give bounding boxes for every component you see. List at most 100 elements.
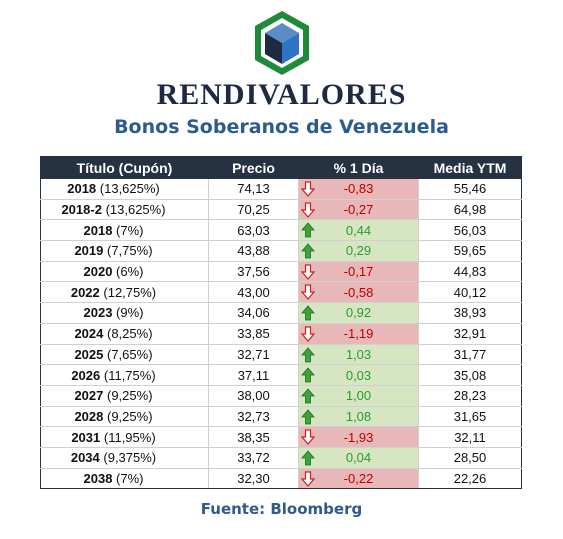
bond-title: 2028 (9,25%) [40, 406, 209, 428]
bond-change-value: 1,03 [345, 346, 372, 362]
rendivalores-logo [255, 11, 309, 75]
bond-ytm: 40,12 [418, 281, 522, 304]
down-arrow-icon [300, 429, 316, 446]
bond-year: 2034 [70, 450, 100, 466]
table-row: 2019 (7,75%) 43,88 0,29 59,65 [40, 240, 522, 262]
bond-coupon: (8,25%) [107, 326, 153, 342]
bond-change-value: -0,27 [343, 202, 374, 218]
up-arrow-icon [301, 408, 315, 425]
header-title: Título (Cupón) [40, 156, 209, 179]
bond-change: 0,44 [298, 219, 419, 242]
bond-coupon: (12,75%) [103, 284, 157, 300]
bond-title: 2019 (7,75%) [40, 240, 209, 262]
bond-title: 2023 (9%) [40, 302, 209, 324]
up-arrow-icon [301, 305, 315, 321]
bond-coupon: (9%) [116, 305, 144, 321]
bond-coupon: (7,65%) [107, 346, 153, 362]
bond-year: 2031 [71, 429, 101, 445]
header-ytm: Media YTM [418, 156, 522, 179]
bond-change-value: 1,00 [345, 388, 372, 404]
table-row: 2018 (7%) 63,03 0,44 56,03 [40, 219, 522, 242]
bond-year: 2018 [67, 181, 97, 197]
bond-year: 2028 [74, 408, 104, 424]
table-row: 2038 (7%) 32,30 -0,22 22,26 [40, 468, 522, 490]
bond-change: 0,29 [298, 240, 419, 262]
bond-ytm: 35,08 [418, 364, 522, 386]
bond-year: 2038 [83, 470, 113, 486]
bonds-table: Título (Cupón) Precio % 1 Día Media YTM … [40, 156, 522, 490]
bond-price: 32,30 [208, 468, 299, 490]
bond-change: -1,93 [298, 426, 419, 448]
table-row: 2034 (9,375%) 33,72 0,04 28,50 [40, 447, 522, 469]
bond-price: 33,72 [208, 447, 299, 469]
bond-change-value: 0,03 [345, 367, 372, 383]
bond-ytm: 31,65 [418, 406, 522, 428]
bond-price: 37,56 [208, 261, 299, 283]
bond-change: -0,27 [298, 199, 419, 221]
bond-change-value: -0,17 [343, 264, 374, 280]
bond-coupon: (9,375%) [103, 450, 157, 466]
bond-change-value: -0,83 [343, 181, 374, 197]
down-arrow-icon [300, 471, 316, 487]
bond-year: 2018-2 [61, 202, 102, 218]
bond-title: 2027 (9,25%) [40, 385, 209, 407]
bond-ytm: 31,77 [418, 344, 522, 366]
bond-year: 2027 [74, 388, 104, 404]
bond-year: 2026 [71, 367, 101, 383]
bond-change: 1,03 [298, 344, 419, 366]
bond-year: 2024 [74, 326, 104, 342]
down-arrow-icon [300, 326, 316, 342]
bond-ytm: 55,46 [418, 178, 522, 200]
bond-title: 2020 (6%) [40, 261, 209, 283]
bond-change-value: -1,93 [343, 429, 374, 445]
bond-change-value: 0,04 [345, 450, 372, 466]
bond-change: 0,92 [298, 302, 419, 324]
bond-coupon: (9,25%) [107, 408, 153, 424]
down-arrow-icon [300, 181, 316, 197]
bond-coupon: (7%) [116, 470, 144, 486]
table-row: 2020 (6%) 37,56 -0,17 44,83 [40, 261, 522, 283]
bond-ytm: 59,65 [418, 240, 522, 262]
bond-ytm: 64,98 [418, 199, 522, 221]
bond-title: 2018 (13,625%) [40, 178, 209, 200]
bond-year: 2022 [70, 284, 100, 300]
down-arrow-icon [300, 284, 316, 301]
bond-change-value: 0,29 [345, 243, 372, 259]
bond-price: 38,35 [208, 426, 299, 448]
bond-title: 2025 (7,65%) [40, 344, 209, 366]
bond-change: -0,58 [298, 281, 419, 304]
up-arrow-icon [301, 346, 315, 363]
bond-price: 63,03 [208, 219, 299, 242]
bond-change-value: 0,92 [345, 305, 372, 321]
table-row: 2018-2 (13,625%) 70,25 -0,27 64,98 [40, 199, 522, 221]
bond-coupon: (7,75%) [107, 243, 153, 259]
bond-change: 1,08 [298, 406, 419, 428]
bond-price: 33,85 [208, 323, 299, 345]
table-row: 2031 (11,95%) 38,35 -1,93 32,11 [40, 426, 522, 448]
bond-title: 2026 (11,75%) [40, 364, 209, 386]
up-arrow-icon [301, 222, 315, 238]
bond-ytm: 32,11 [418, 426, 522, 448]
bond-change: -0,22 [298, 468, 419, 490]
bond-change: 0,03 [298, 364, 419, 386]
bond-price: 32,73 [208, 406, 299, 428]
bond-change-value: 1,08 [345, 408, 372, 424]
header-change: % 1 Día [298, 156, 419, 179]
down-arrow-icon [300, 264, 316, 280]
bond-change: -0,17 [298, 261, 419, 283]
bond-coupon: (9,25%) [107, 388, 153, 404]
bond-title: 2031 (11,95%) [40, 426, 209, 448]
table-row: 2018 (13,625%) 74,13 -0,83 55,46 [40, 178, 522, 200]
bond-title: 2022 (12,75%) [40, 281, 209, 304]
page-title: Bonos Soberanos de Venezuela [114, 116, 449, 138]
table-row: 2023 (9%) 34,06 0,92 38,93 [40, 302, 522, 324]
bond-year: 2019 [74, 243, 104, 259]
bond-price: 32,71 [208, 344, 299, 366]
bond-coupon: (13,625%) [99, 181, 160, 197]
bond-ytm: 22,26 [418, 468, 522, 490]
up-arrow-icon [301, 388, 315, 404]
bond-title: 2038 (7%) [40, 468, 209, 490]
bond-change-value: -0,58 [343, 284, 374, 300]
bond-price: 74,13 [208, 178, 299, 200]
bond-change-value: -0,22 [343, 470, 374, 486]
